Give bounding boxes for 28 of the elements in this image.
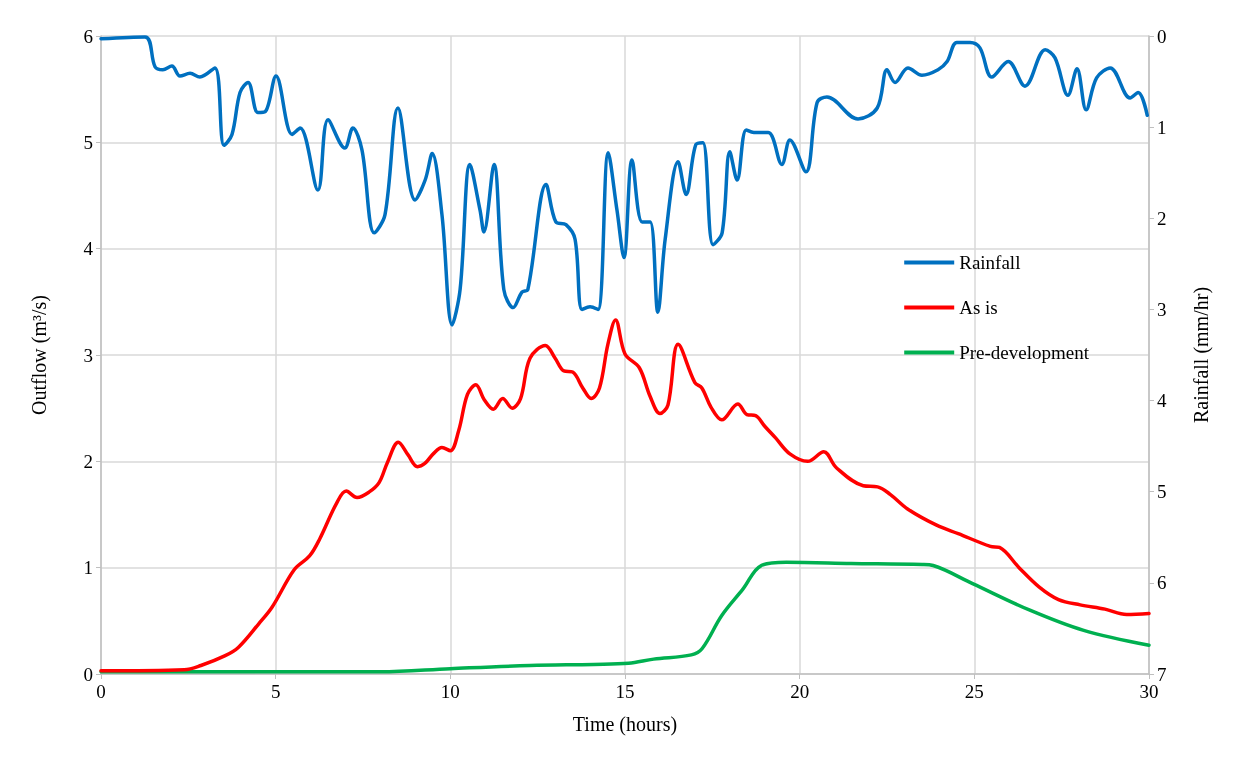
y-tick-label: 5 xyxy=(83,131,93,153)
x-tick-label: 25 xyxy=(964,681,984,702)
y2-tick-label: 2 xyxy=(1157,207,1167,229)
x-tick-label: 30 xyxy=(1139,681,1159,702)
y2-tick-label: 4 xyxy=(1157,390,1167,412)
y-tick-label: 1 xyxy=(83,557,93,579)
x-tick-label: 20 xyxy=(790,681,810,702)
y-tick-label: 6 xyxy=(83,25,93,47)
y2-axis-title: Rainfall (mm/hr) xyxy=(1190,286,1213,424)
x-tick-label: 0 xyxy=(96,681,106,702)
y2-tick-label: 5 xyxy=(1157,481,1167,503)
legend-label: Rainfall xyxy=(959,252,1021,273)
x-tick-label: 15 xyxy=(615,681,635,702)
y2-tick-label: 0 xyxy=(1157,25,1167,47)
y-tick-label: 4 xyxy=(83,238,94,260)
legend-label: As is xyxy=(959,297,998,318)
legend-label: Pre-development xyxy=(959,342,1090,363)
y-tick-label: 0 xyxy=(83,663,93,685)
y2-tick-label: 1 xyxy=(1157,116,1167,138)
x-tick-label: 5 xyxy=(270,681,281,702)
y-axis-title: Outflow (m³/s) xyxy=(28,295,51,415)
y-tick-label: 3 xyxy=(83,344,93,366)
y-tick-label: 2 xyxy=(83,450,93,472)
y2-tick-label: 7 xyxy=(1157,663,1167,685)
y2-tick-label: 6 xyxy=(1157,572,1167,594)
y2-tick-label: 3 xyxy=(1157,298,1167,320)
x-tick-label: 10 xyxy=(440,681,460,702)
x-axis-title: Time (hours) xyxy=(572,713,678,736)
